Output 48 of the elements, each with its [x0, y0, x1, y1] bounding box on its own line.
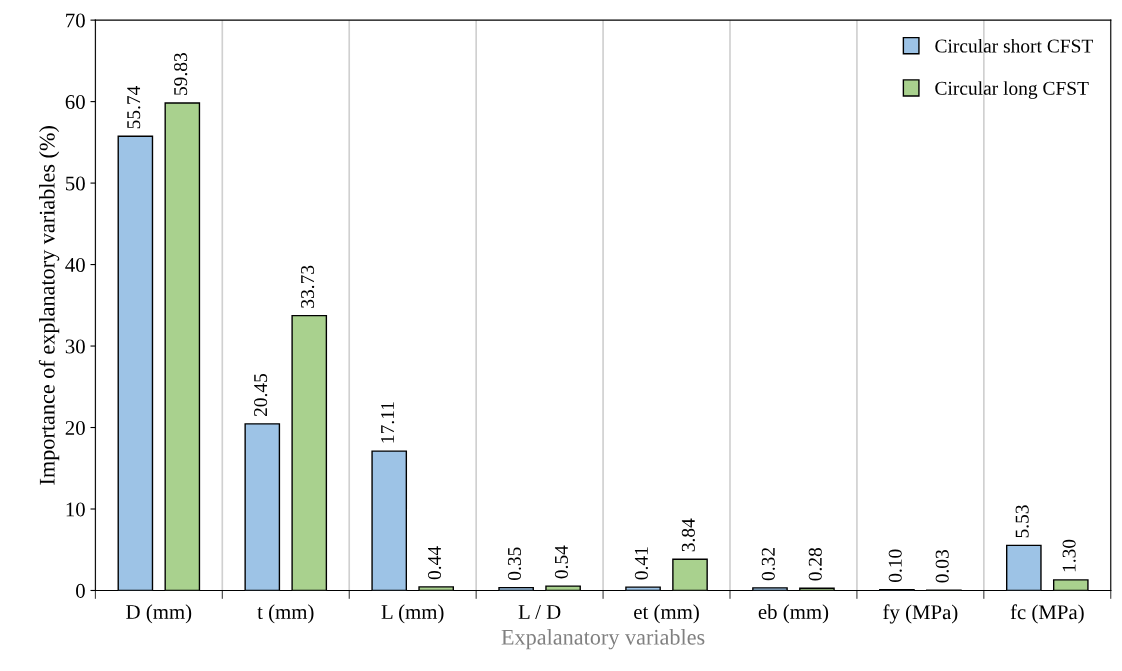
- y-axis-title: Importance of explanatory variables (%): [38, 126, 60, 485]
- data-label: 0.28: [808, 547, 822, 581]
- bar: [244, 423, 281, 591]
- bar: [117, 135, 154, 591]
- x-tick-label: L (mm): [381, 604, 444, 624]
- x-tick-label: et (mm): [634, 604, 699, 624]
- y-tick-label: 10: [66, 502, 85, 517]
- data-label: 0.10: [888, 549, 902, 582]
- data-label: 0.03: [935, 550, 949, 583]
- data-label: 0.35: [507, 547, 522, 580]
- y-tick-label: 50: [66, 176, 85, 191]
- y-tick-label: 20: [65, 420, 85, 435]
- x-axis-title: Expalanatory variables: [501, 629, 705, 650]
- bar: [545, 585, 581, 591]
- x-tick-label: D (mm): [126, 604, 192, 624]
- bar: [164, 102, 201, 591]
- x-tick-label: L / D: [518, 605, 561, 620]
- y-tick-label: 40: [65, 257, 85, 272]
- data-label: 5.53: [1015, 505, 1029, 538]
- bar: [418, 586, 454, 591]
- bar: [752, 587, 788, 591]
- data-label: 0.44: [427, 546, 442, 580]
- data-label: 33.73: [301, 265, 315, 308]
- y-tick-label: 30: [65, 339, 85, 354]
- data-label: 59.83: [174, 53, 188, 95]
- data-label: 55.74: [127, 85, 141, 129]
- data-label: 17.11: [381, 402, 395, 443]
- data-label: 1.30: [1062, 539, 1076, 572]
- bar: [371, 450, 408, 591]
- bar: [1006, 544, 1042, 591]
- legend-label: Circular long CFST: [935, 81, 1089, 99]
- data-label: 0.32: [761, 547, 775, 581]
- x-tick-label: t (mm): [257, 604, 314, 624]
- bar: [625, 586, 661, 591]
- x-tick-label: eb (mm): [758, 604, 829, 624]
- bar: [672, 558, 708, 591]
- x-tick-label: fc (MPa): [1010, 604, 1084, 624]
- data-label: 20.45: [254, 373, 268, 417]
- data-label: 3.84: [681, 518, 695, 552]
- y-tick-label: 60: [65, 94, 85, 110]
- y-tick-label: 70: [66, 13, 85, 28]
- bar: [1052, 579, 1089, 591]
- bar: [291, 314, 328, 591]
- data-label: 0.54: [554, 545, 569, 579]
- legend-label: Circular short CFST: [935, 38, 1093, 53]
- x-tick-label: fy (MPa): [883, 604, 958, 624]
- data-label: 0.41: [634, 547, 649, 580]
- y-tick-label: 0: [76, 583, 85, 598]
